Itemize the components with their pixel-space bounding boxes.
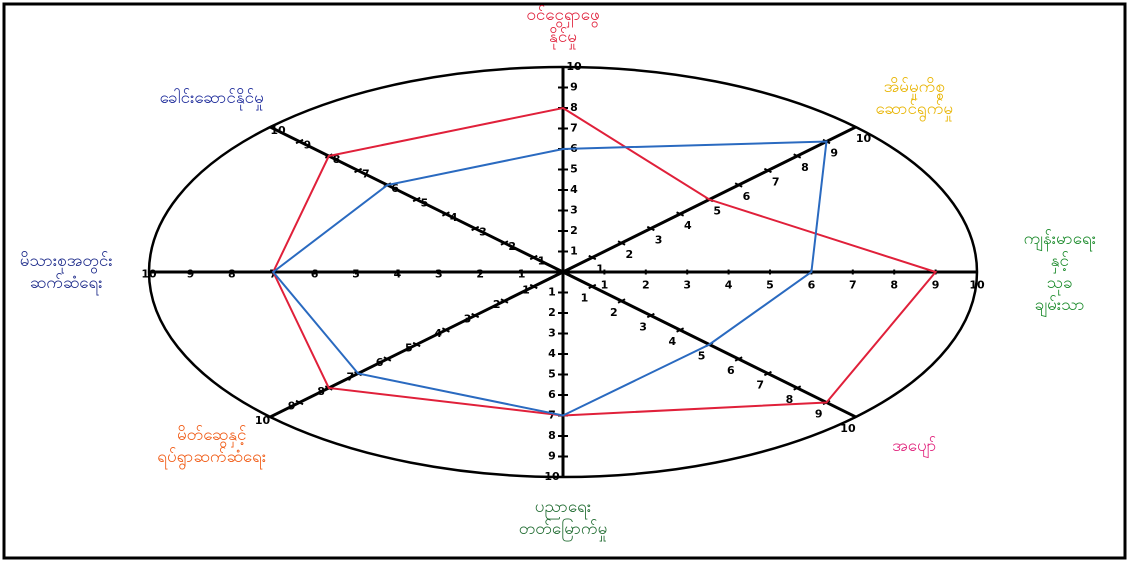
tick-label: 5: [570, 163, 578, 176]
tick-label: 3: [548, 327, 556, 340]
tick-label: 4: [434, 327, 442, 340]
tick-label: 1: [538, 255, 546, 268]
tick-label: 4: [725, 278, 733, 291]
tick-label: 9: [932, 278, 940, 291]
tick-label: 9: [303, 139, 311, 152]
tick-label: 7: [772, 175, 780, 188]
tick-label: 10: [840, 422, 856, 435]
tick-label: 5: [405, 342, 413, 355]
tick-label: 9: [187, 268, 195, 281]
category-label: ကျန်းမာရေးနှင့် သုခချမ်းသာ: [1024, 228, 1096, 316]
tick-label: 1: [581, 291, 589, 304]
category-label: ခေါင်းဆောင်နိုင်မှု: [160, 87, 264, 109]
tick-label: 1: [601, 278, 609, 291]
tick-label: 10: [566, 60, 582, 73]
tick-label: 2: [625, 248, 633, 261]
tick-label: 4: [394, 268, 402, 281]
category-label: မိတ်ဆွေနှင့် ရပ်ရွာဆက်ဆံရေး: [157, 424, 266, 468]
tick-label: 6: [311, 268, 319, 281]
category-label: မိသားစုအတွင်း ဆက်ဆံရေး: [20, 250, 113, 294]
tick-label: 9: [548, 450, 556, 463]
tick-label: 4: [668, 335, 676, 348]
tick-label: 5: [352, 268, 360, 281]
tick-label: 1: [522, 284, 530, 297]
tick-label: 9: [830, 146, 838, 159]
page: 1 2 3 4 5 6 7 8 9 10 1 2 3 4 5 6 7 8 9 10 1 2 3 4 5 6 7 8 9 10 1 2 3 4 5 6 7…: [0, 0, 1129, 562]
tick-label: 4: [548, 347, 556, 360]
tick-label: 5: [698, 349, 706, 362]
tick-label: 8: [548, 429, 556, 442]
tick-label: 5: [713, 204, 721, 217]
tick-label: 7: [756, 378, 764, 391]
tick-label: 3: [435, 268, 443, 281]
tick-label: 1: [548, 286, 556, 299]
tick-label: 2: [570, 224, 578, 237]
category-label: အိမ်မှုကိစ္စ ဆောင်ရွက်မှု: [876, 76, 954, 120]
category-label: ပညာရေး တတ်မြောက်မှု: [519, 496, 608, 540]
tick-label: 3: [683, 278, 691, 291]
tick-label: 7: [346, 371, 354, 384]
tick-label: 9: [288, 400, 296, 413]
tick-label: 10: [270, 124, 286, 137]
tick-label: 6: [376, 356, 384, 369]
tick-label: 8: [317, 385, 325, 398]
tick-label: 2: [610, 306, 618, 319]
tick-label: 10: [141, 268, 157, 281]
tick-label: 10: [969, 278, 985, 291]
tick-label: 10: [856, 132, 872, 145]
tick-label: 5: [766, 278, 774, 291]
tick-label: 8: [801, 161, 809, 174]
tick-label: 3: [464, 313, 472, 326]
tick-label: 1: [518, 268, 526, 281]
tick-label: 3: [570, 204, 578, 217]
tick-label: 7: [570, 122, 578, 135]
tick-label: 5: [548, 368, 556, 381]
tick-label: 6: [548, 388, 556, 401]
tick-label: 4: [450, 211, 458, 224]
chart: 1 2 3 4 5 6 7 8 9 10 1 2 3 4 5 6 7 8 9 10 1 2 3 4 5 6 7 8 9 10 1 2 3 4 5 6 7…: [0, 0, 1129, 562]
tick-label: 3: [479, 226, 487, 239]
tick-label: 9: [570, 81, 578, 94]
tick-label: 6: [727, 364, 735, 377]
category-label: ဝင်ငွေရှာဖွေ နိုင်မှု: [526, 4, 599, 48]
tick-label: 7: [362, 168, 370, 181]
tick-label: 4: [684, 219, 692, 232]
tick-label: 2: [548, 306, 556, 319]
tick-label: 3: [655, 233, 663, 246]
category-label: အပျော်: [892, 435, 936, 457]
tick-label: 3: [639, 320, 647, 333]
tick-label: 2: [476, 268, 484, 281]
tick-label: 8: [228, 268, 236, 281]
tick-label: 1: [570, 245, 578, 258]
tick-label: 6: [743, 190, 751, 203]
tick-label: 9: [815, 407, 823, 420]
tick-label: 8: [890, 278, 898, 291]
tick-label: 6: [808, 278, 816, 291]
tick-label: 4: [570, 183, 578, 196]
tick-label: 10: [544, 470, 560, 483]
tick-label: 2: [508, 240, 516, 253]
tick-label: 7: [849, 278, 857, 291]
tick-label: 2: [642, 278, 650, 291]
tick-label: 5: [421, 197, 429, 210]
tick-label: 2: [493, 298, 501, 311]
